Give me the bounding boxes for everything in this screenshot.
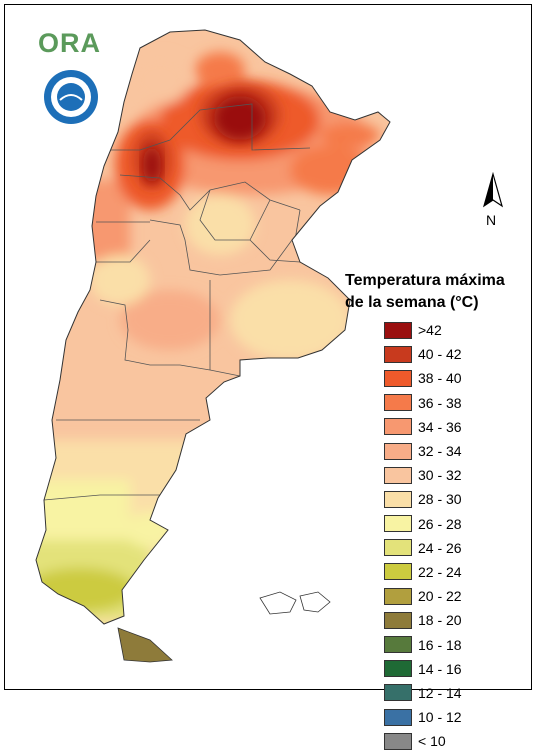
legend-label: 34 - 36 <box>418 418 462 435</box>
legend-label: 16 - 18 <box>418 636 462 653</box>
legend-swatch <box>384 418 412 436</box>
legend-label: 10 - 12 <box>418 709 462 726</box>
legend-swatch <box>384 636 412 654</box>
legend-item: < 10 <box>384 729 462 753</box>
legend-label: 36 - 38 <box>418 394 462 411</box>
legend-swatch <box>384 708 412 726</box>
north-label: N <box>486 212 497 228</box>
legend-swatch <box>384 490 412 508</box>
legend-item: 24 - 26 <box>384 536 462 560</box>
legend-item: 32 - 34 <box>384 439 462 463</box>
national-seal-icon <box>44 70 98 124</box>
legend-swatch <box>384 442 412 460</box>
legend-label: < 10 <box>418 733 446 750</box>
legend-label: 22 - 24 <box>418 563 462 580</box>
legend-swatch <box>384 732 412 750</box>
legend-item: 26 - 28 <box>384 512 462 536</box>
legend-title-line1: Temperatura máxima <box>345 272 505 289</box>
legend-swatch <box>384 515 412 533</box>
legend-label: 18 - 20 <box>418 612 462 629</box>
legend-item: 20 - 22 <box>384 584 462 608</box>
legend-item: 12 - 14 <box>384 681 462 705</box>
legend-item: 22 - 24 <box>384 560 462 584</box>
legend-label: 38 - 40 <box>418 370 462 387</box>
legend-label: 32 - 34 <box>418 443 462 460</box>
malvinas-islands <box>259 591 331 615</box>
legend-item: 18 - 20 <box>384 608 462 632</box>
legend-swatch <box>384 369 412 387</box>
legend-title-line2: de la semana (°C) <box>345 294 479 311</box>
legend: >42 40 - 42 38 - 40 36 - 38 34 - 36 32 - 34 30… <box>384 318 462 753</box>
legend-item: 16 - 18 <box>384 632 462 656</box>
legend-swatch <box>384 587 412 605</box>
legend-label: 30 - 32 <box>418 467 462 484</box>
legend-swatch <box>384 466 412 484</box>
province-boundaries <box>43 103 311 501</box>
legend-item: 10 - 12 <box>384 705 462 729</box>
legend-item: 30 - 32 <box>384 463 462 487</box>
legend-item: 28 - 30 <box>384 487 462 511</box>
temperature-map <box>35 29 391 663</box>
legend-swatch <box>384 611 412 629</box>
legend-item: 14 - 16 <box>384 657 462 681</box>
legend-label: 20 - 22 <box>418 588 462 605</box>
legend-item: 38 - 40 <box>384 366 462 390</box>
legend-item: >42 <box>384 318 462 342</box>
legend-swatch <box>384 345 412 363</box>
legend-swatch <box>384 563 412 581</box>
legend-label: 24 - 26 <box>418 539 462 556</box>
legend-item: 34 - 36 <box>384 415 462 439</box>
legend-label: 14 - 16 <box>418 660 462 677</box>
legend-label: 40 - 42 <box>418 346 462 363</box>
legend-swatch <box>384 684 412 702</box>
ora-logo: ORA <box>38 28 101 58</box>
legend-label: 26 - 28 <box>418 515 462 532</box>
legend-swatch <box>384 394 412 412</box>
legend-label: 28 - 30 <box>418 491 462 508</box>
tierra-del-fuego <box>117 627 173 663</box>
legend-swatch <box>384 660 412 678</box>
legend-item: 36 - 38 <box>384 391 462 415</box>
legend-label: 12 - 14 <box>418 684 462 701</box>
north-arrow-icon <box>482 172 504 208</box>
legend-item: 40 - 42 <box>384 342 462 366</box>
legend-label: >42 <box>418 322 442 339</box>
legend-swatch <box>384 539 412 557</box>
legend-title: Temperatura máxima de la semana (°C) <box>345 270 505 314</box>
legend-swatch <box>384 321 412 339</box>
